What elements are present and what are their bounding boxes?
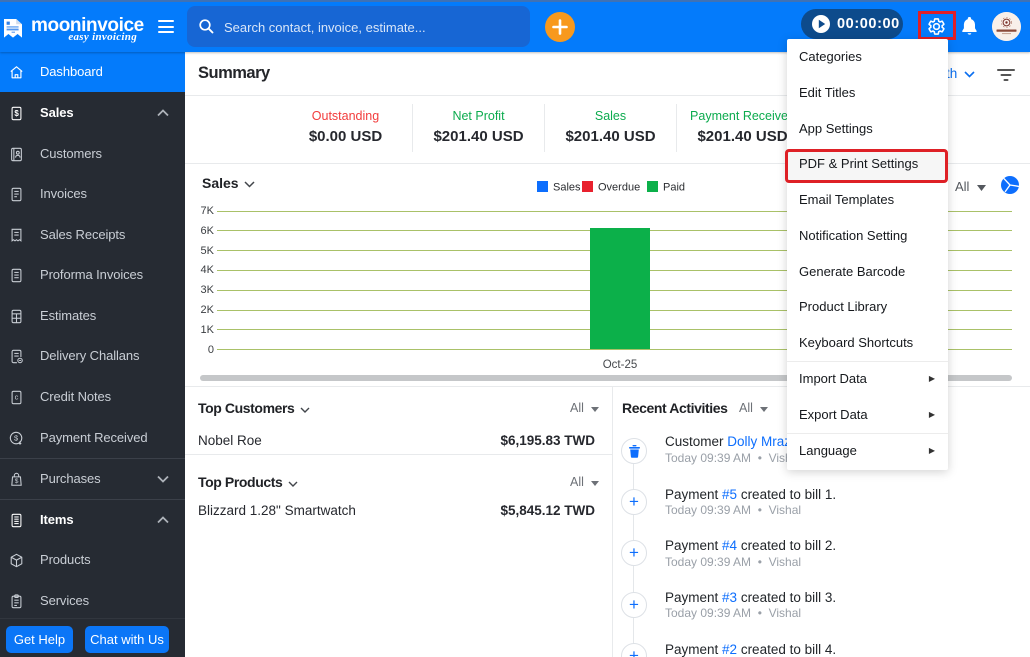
svg-text:$: $ — [14, 478, 18, 485]
svg-text:$: $ — [14, 433, 19, 442]
svg-text:$: $ — [14, 109, 19, 118]
svg-text:c: c — [14, 392, 18, 401]
